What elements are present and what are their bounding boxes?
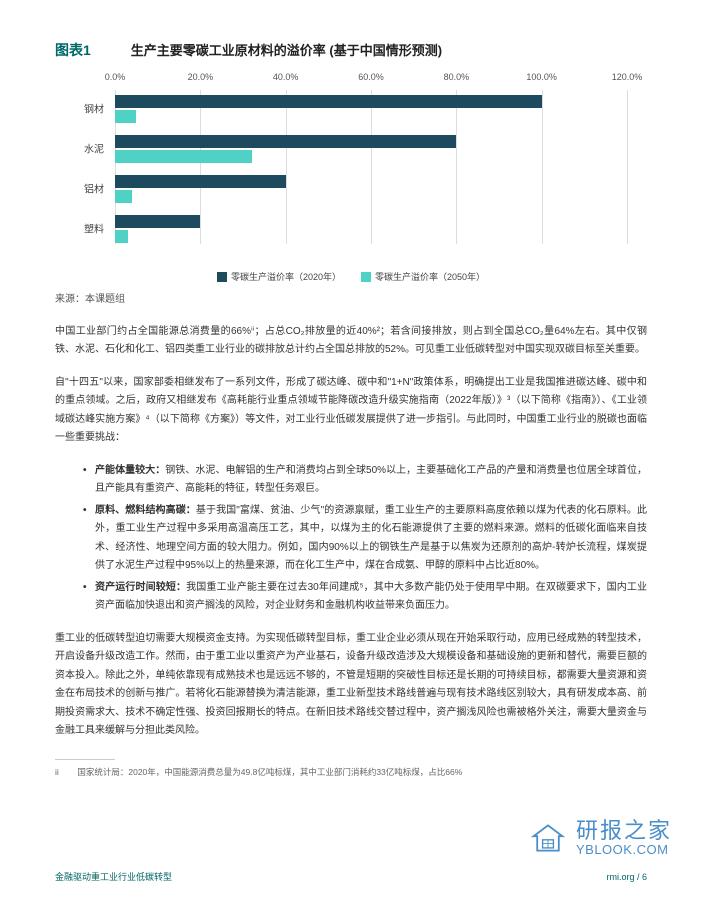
bar xyxy=(115,110,136,123)
bullet-title: 产能体量较大： xyxy=(95,465,165,476)
gridline xyxy=(542,90,543,244)
category-label: 铝材 xyxy=(55,181,110,196)
category-label: 水泥 xyxy=(55,141,110,156)
x-tick-label: 100.0% xyxy=(526,72,557,82)
chart-legend: 零碳生产溢价率（2020年） 零碳生产溢价率（2050年） xyxy=(55,270,647,284)
bar xyxy=(115,175,286,188)
house-icon xyxy=(530,820,566,856)
gridline xyxy=(200,90,201,244)
bar xyxy=(115,190,132,203)
watermark-text-cn: 研报之家 xyxy=(576,819,672,843)
bullet-title: 原料、燃料结构高碳： xyxy=(95,505,196,516)
footnote: ii 国家统计局：2020年，中国能源消费总量为49.8亿吨标煤，其中工业部门消… xyxy=(55,766,647,780)
bar xyxy=(115,215,200,228)
footer-page-number: rmi.org / 6 xyxy=(606,872,647,882)
legend-swatch xyxy=(361,272,371,282)
x-tick-label: 20.0% xyxy=(188,72,214,82)
category-label: 塑料 xyxy=(55,221,110,236)
gridline xyxy=(371,90,372,244)
x-tick-label: 80.0% xyxy=(444,72,470,82)
footnote-text: 国家统计局：2020年，中国能源消费总量为49.8亿吨标煤，其中工业部门消耗约3… xyxy=(77,767,462,777)
footnote-label: ii xyxy=(55,766,75,780)
gridline xyxy=(286,90,287,244)
bar xyxy=(115,95,542,108)
bullet-title: 资产运行时间较短： xyxy=(95,582,186,593)
footnote-separator xyxy=(55,759,115,760)
watermark-logo: 研报之家 YBLOOK.COM xyxy=(530,819,672,857)
body-paragraph-1: 中国工业部门约占全国能源总消费量的66%ⁱⁱ；占总CO₂排放量的近40%²；若含… xyxy=(55,323,647,360)
bar xyxy=(115,230,128,243)
legend-swatch xyxy=(217,272,227,282)
x-tick-label: 40.0% xyxy=(273,72,299,82)
legend-item: 零碳生产溢价率（2050年） xyxy=(361,270,485,283)
bullet-item: 资产运行时间较短：我国重工业产能主要在过去30年间建成⁵，其中大多数产能仍处于使… xyxy=(83,579,647,616)
bar xyxy=(115,135,456,148)
body-paragraph-2: 自"十四五"以来，国家部委相继发布了一系列文件，形成了碳达峰、碳中和"1+N"政… xyxy=(55,374,647,448)
category-label: 钢材 xyxy=(55,101,110,116)
x-tick-label: 120.0% xyxy=(612,72,643,82)
bullet-item: 原料、燃料结构高碳：基于我国"富煤、贫油、少气"的资源禀赋，重工业生产的主要原料… xyxy=(83,502,647,576)
bar xyxy=(115,150,252,163)
bullet-body: 钢铁、水泥、电解铝的生产和消费均占到全球50%以上，主要基础化工产品的产量和消费… xyxy=(95,465,647,495)
gridline xyxy=(456,90,457,244)
x-tick-label: 60.0% xyxy=(358,72,384,82)
x-tick-label: 0.0% xyxy=(105,72,126,82)
legend-label: 零碳生产溢价率（2050年） xyxy=(375,270,485,283)
chart-source: 来源：本课题组 xyxy=(55,290,647,305)
watermark-url: YBLOOK.COM xyxy=(576,843,668,857)
legend-label: 零碳生产溢价率（2020年） xyxy=(231,270,341,283)
bullet-item: 产能体量较大：钢铁、水泥、电解铝的生产和消费均占到全球50%以上，主要基础化工产… xyxy=(83,462,647,499)
chart-title: 生产主要零碳工业原材料的溢价率 (基于中国情形预测) xyxy=(131,40,442,59)
legend-item: 零碳生产溢价率（2020年） xyxy=(217,270,341,283)
footer-doc-title: 金融驱动重工业行业低碳转型 xyxy=(55,870,172,883)
chart-label: 图表1 xyxy=(55,40,91,60)
premium-rate-bar-chart: 0.0% 20.0% 40.0% 60.0% 80.0% 100.0% 120.0% 钢材水… xyxy=(55,72,647,262)
gridline xyxy=(627,90,628,244)
body-paragraph-3: 重工业的低碳转型迫切需要大规模资金支持。为实现低碳转型目标，重工业企业必须从现在… xyxy=(55,630,647,741)
